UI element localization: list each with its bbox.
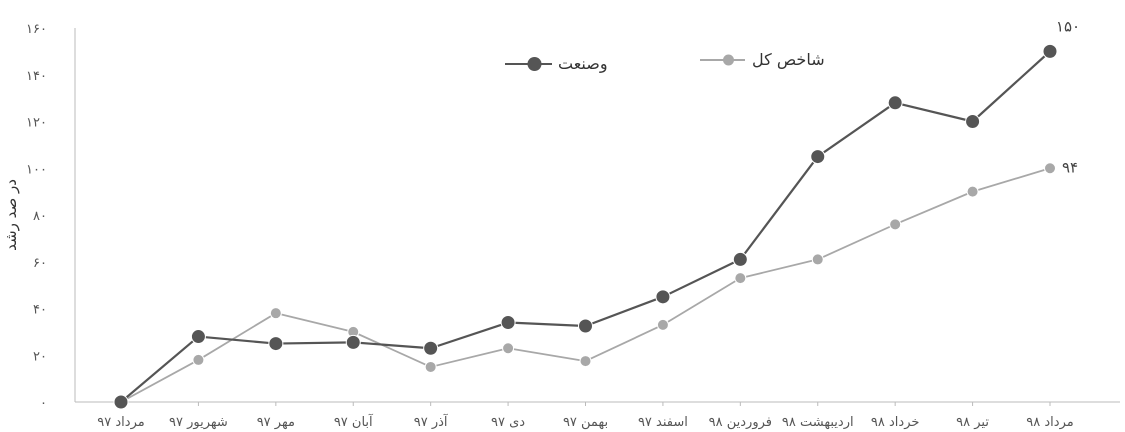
y-tick-label: ۱۴۰ — [26, 69, 47, 84]
x-tick-label: اردیبهشت ۹۸ — [782, 415, 854, 430]
y-tick-label: ۸۰ — [33, 209, 47, 224]
data-point — [1042, 43, 1058, 59]
data-point — [887, 95, 903, 111]
x-tick-label: مهر ۹۷ — [257, 415, 295, 430]
x-tick-label: آبان ۹۷ — [334, 413, 374, 430]
legend: وصنعت شاخص کل — [505, 50, 825, 74]
data-point — [656, 318, 669, 331]
y-axis-title: در صد رشد — [2, 179, 20, 251]
data-point — [810, 149, 826, 165]
y-tick-label: ۶۰ — [33, 256, 47, 271]
end-value-label: ۱۵۰ — [1056, 17, 1080, 35]
x-tick-label: فروردین ۹۸ — [709, 415, 772, 430]
legend-swatch-marker — [723, 54, 734, 66]
data-point — [192, 353, 205, 366]
x-tick-label: مرداد ۹۷ — [97, 415, 144, 430]
y-tick-label: ۴۰ — [33, 303, 47, 318]
end-value-label: ۹۴ — [1062, 158, 1078, 176]
data-point — [966, 185, 979, 198]
data-point — [500, 315, 516, 331]
legend-label-industry: وصنعت — [558, 54, 608, 74]
series-line-industry — [120, 50, 1051, 403]
data-point — [578, 318, 593, 334]
data-point — [655, 289, 671, 305]
data-point — [424, 360, 437, 373]
x-tick-label: تیر ۹۸ — [956, 415, 989, 430]
y-tick-label: ۱۰۰ — [26, 162, 47, 177]
axes: ۰ ۲۰ ۴۰ ۶۰ ۸۰ ۱۰۰ ۱۲۰ ۱۴۰ ۱۶۰ در صد رشد مرداد ۹۷ شه… — [2, 22, 1120, 430]
y-tick-label: ۱۶۰ — [26, 22, 47, 37]
data-point — [579, 355, 592, 368]
data-point — [345, 334, 361, 350]
data-point — [113, 394, 129, 410]
series-layer — [113, 43, 1058, 410]
data-point — [965, 114, 981, 129]
x-tick-label: آذر ۹۷ — [414, 413, 449, 430]
legend-label-total-index: شاخص کل — [752, 50, 825, 70]
labels-layer: ۱۵۰ ۹۴ — [1056, 17, 1080, 176]
data-point — [1044, 162, 1056, 175]
data-point — [811, 253, 824, 266]
y-tick-label: ۱۲۰ — [26, 116, 47, 131]
data-point — [889, 218, 902, 231]
data-point — [732, 251, 748, 267]
x-tick-label: بهمن ۹۷ — [563, 415, 608, 430]
data-point — [269, 307, 282, 320]
y-tick-label: ۲۰ — [33, 349, 47, 364]
y-tick-label: ۰ — [40, 396, 47, 411]
x-tick-label: شهریور ۹۷ — [169, 415, 228, 430]
data-point — [502, 342, 515, 355]
x-tick-label: خرداد ۹۸ — [871, 415, 920, 430]
x-tick-label: اسفند ۹۷ — [638, 415, 688, 430]
data-point — [423, 340, 439, 356]
x-tick-label: دی ۹۷ — [491, 415, 525, 430]
data-point — [190, 329, 206, 345]
data-point — [268, 336, 284, 352]
legend-swatch-marker — [527, 57, 542, 71]
x-tick-label: مرداد ۹۸ — [1026, 415, 1073, 430]
data-point — [734, 272, 747, 285]
